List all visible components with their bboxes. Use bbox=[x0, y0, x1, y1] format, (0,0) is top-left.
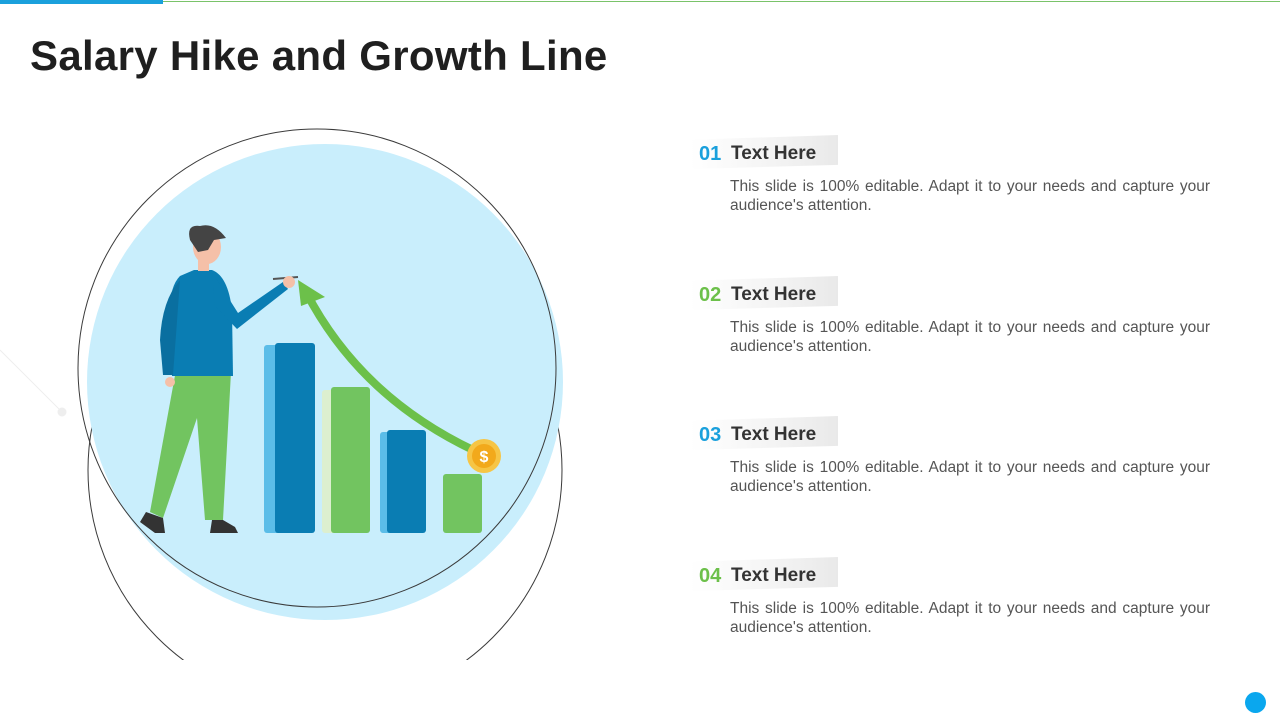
bar-2 bbox=[331, 387, 370, 533]
item-header-banner bbox=[690, 416, 838, 450]
item-number: 01 bbox=[699, 143, 722, 165]
item-description: This slide is 100% editable. Adapt it to… bbox=[730, 459, 1210, 495]
list-item: 02 Text Here This slide is 100% editable… bbox=[690, 276, 1230, 386]
salary-growth-illustration: $ bbox=[0, 128, 563, 660]
light-blue-circle bbox=[87, 144, 563, 620]
item-heading: Text Here bbox=[731, 284, 817, 305]
item-number: 04 bbox=[699, 565, 722, 587]
growth-arrow-icon bbox=[298, 280, 477, 454]
item-header-banner bbox=[690, 557, 838, 591]
item-description: This slide is 100% editable. Adapt it to… bbox=[730, 319, 1210, 355]
top-divider bbox=[0, 1, 1280, 2]
list-item: 03 Text Here This slide is 100% editable… bbox=[690, 416, 1230, 526]
outline-circle-front bbox=[77, 128, 557, 608]
page-title: Salary Hike and Growth Line bbox=[30, 32, 608, 79]
bar-4 bbox=[443, 474, 482, 533]
top-accent-bar bbox=[0, 0, 163, 4]
item-header-banner bbox=[690, 276, 838, 310]
bar-chart-icon bbox=[264, 343, 482, 533]
dollar-coin-icon: $ bbox=[467, 439, 501, 473]
item-number: 03 bbox=[699, 424, 722, 446]
item-heading: Text Here bbox=[731, 143, 817, 164]
svg-text:$: $ bbox=[480, 449, 489, 466]
background-network bbox=[0, 349, 67, 417]
item-header-banner bbox=[690, 135, 838, 169]
bar-1 bbox=[275, 343, 315, 533]
list-item: 01 Text Here This slide is 100% editable… bbox=[690, 135, 1230, 245]
list-item: 04 Text Here This slide is 100% editable… bbox=[690, 557, 1230, 667]
item-description: This slide is 100% editable. Adapt it to… bbox=[730, 600, 1210, 636]
item-description: This slide is 100% editable. Adapt it to… bbox=[730, 178, 1210, 214]
corner-dot bbox=[1245, 692, 1266, 713]
bar-3 bbox=[387, 430, 426, 533]
item-number: 02 bbox=[699, 284, 722, 306]
item-heading: Text Here bbox=[731, 565, 817, 586]
person-icon bbox=[140, 225, 299, 533]
item-heading: Text Here bbox=[731, 424, 817, 445]
